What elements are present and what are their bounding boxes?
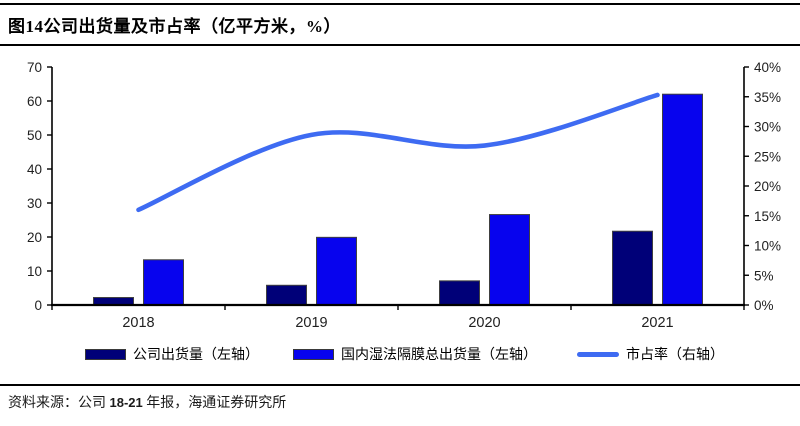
right-axis-tick-label: 10% [754,239,781,254]
right-axis-tick-label: 30% [754,120,781,135]
bar-series-2 [143,259,184,306]
left-axis-tick-label: 0 [34,298,42,313]
chart-title: 图14公司出货量及市占率（亿平方米，%） [8,17,341,36]
left-axis-tick-label: 70 [27,60,42,75]
right-axis-tick-label: 25% [754,149,781,164]
legend-bar-swatch [293,348,334,360]
bar-series-1 [266,284,307,306]
legend-label: 国内湿法隔膜总出货量（左轴） [341,348,537,363]
source-note-years: 18-21 [109,395,143,410]
bar-series-1 [612,230,653,306]
legend-bar-swatch [85,348,126,360]
bar-series-1 [93,297,134,306]
right-axis-tick-label: 0% [754,298,774,313]
right-axis-tick-label: 35% [754,90,781,105]
right-axis-tick-label: 5% [754,268,774,283]
legend-item-1: 公司出货量（左轴） [85,344,259,364]
legend-line-swatch [577,351,619,357]
right-axis-tick-label: 15% [754,209,781,224]
chart-svg: 0 10 20 30 40 50 60 70 0% 5% 10% 15% 20% 25% 30% 35% 40%… [27,60,781,331]
source-note-suffix: 年报，海通证券研究所 [142,396,287,411]
bar-series-2 [662,93,703,306]
legend-item-3: 市占率（右轴） [577,344,724,364]
legend-label: 公司出货量（左轴） [133,348,259,363]
source-note: 资料来源：公司 18-21 年报，海通证券研究所 [8,392,286,412]
x-axis-category-label: 2021 [641,315,673,331]
bar-series-2 [316,236,357,306]
left-axis-tick-label: 40 [27,162,42,177]
chart-legend: 公司出货量（左轴） 国内湿法隔膜总出货量（左轴） 市占率（右轴） [0,344,800,366]
source-note-prefix: 资料来源：公司 [8,396,110,411]
market-share-line [136,92,660,213]
left-axis-tick-label: 60 [27,94,42,109]
right-axis-tick-label: 20% [754,179,781,194]
chart-canvas: 0 10 20 30 40 50 60 70 0% 5% 10% 15% 20% 25% 30% 35% 40%… [0,55,800,343]
x-axis-category-label: 2018 [122,315,154,331]
left-axis-tick-label: 10 [27,264,42,279]
x-axis-category-label: 2020 [468,315,500,331]
top-divider [0,3,800,5]
x-axis-category-label: 2019 [295,315,327,331]
left-axis-tick-label: 30 [27,196,42,211]
bar-series-1 [439,280,480,306]
legend-label: 市占率（右轴） [626,348,724,363]
right-axis-tick-label: 40% [754,60,781,75]
footer-divider [0,384,800,386]
left-axis-tick-label: 20 [27,230,42,245]
bar-series-2 [489,214,530,306]
left-axis-tick-label: 50 [27,128,42,143]
legend-item-2: 国内湿法隔膜总出货量（左轴） [293,344,537,364]
title-divider [0,44,800,46]
